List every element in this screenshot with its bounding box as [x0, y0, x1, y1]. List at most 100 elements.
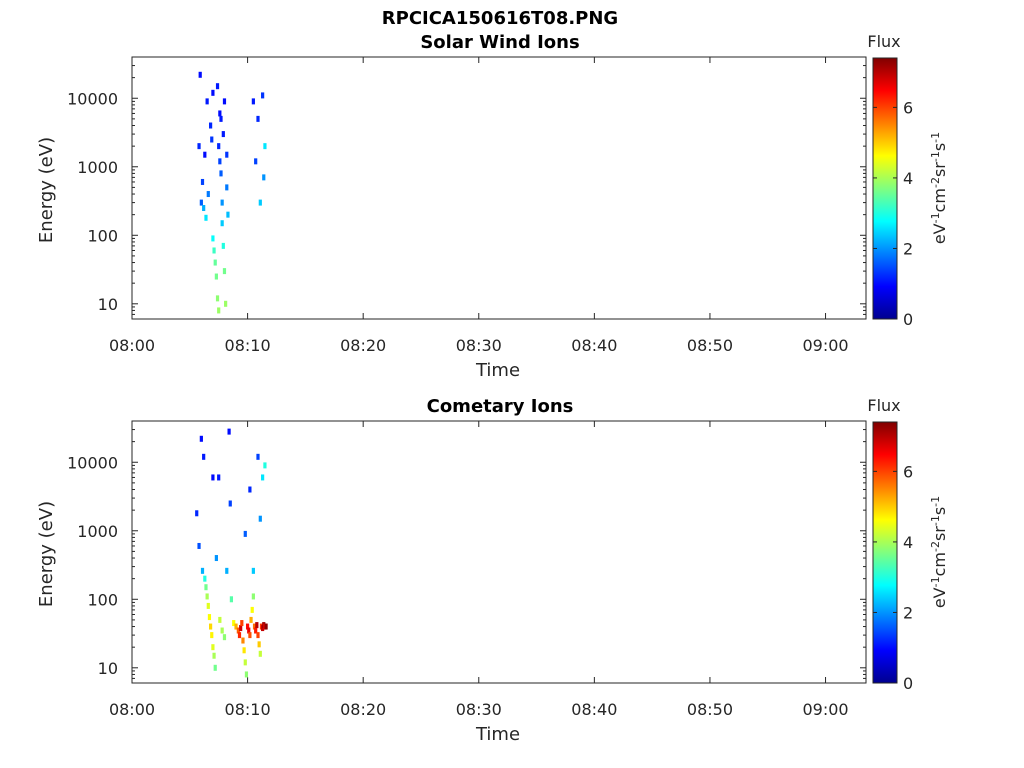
colorbar-tick-label: 4	[903, 533, 913, 552]
flux-pixel	[224, 300, 228, 307]
axis-ticks: 08:00 08:10 08:20 08:30 08:40 08:50 09:00 10 100…	[67, 420, 866, 719]
flux-pixel	[213, 664, 217, 671]
colorbar-tick-label: 4	[903, 169, 913, 188]
flux-pixel	[211, 235, 215, 242]
colorbar	[872, 57, 898, 320]
flux-pixel	[211, 644, 215, 651]
flux-pixel	[212, 652, 216, 659]
x-tick-label: 08:30	[456, 700, 502, 719]
flux-pixel	[197, 143, 201, 150]
flux-pixel	[220, 199, 224, 206]
flux-pixel	[257, 641, 261, 648]
colorbar-tick-label: 0	[903, 674, 913, 693]
colorbar-title: Flux	[867, 396, 900, 415]
flux-pixel	[207, 614, 212, 621]
flux-pixel	[217, 474, 221, 481]
panel-cometary-ions: Cometary Ions 08:00 08:10 08:20 08:30 08:40 0…	[36, 396, 949, 745]
axis-ticks: 08:00 08:10 08:20 08:30 08:40 08:50 09:00 10 100…	[67, 56, 866, 355]
flux-pixel	[204, 584, 208, 591]
flux-pixel	[229, 596, 234, 603]
flux-pixel	[261, 92, 265, 99]
flux-pixel	[214, 555, 218, 562]
x-tick-label: 08:50	[687, 336, 733, 355]
flux-pixel	[199, 199, 203, 206]
flux-pixel	[218, 110, 222, 117]
y-tick-label: 100	[87, 226, 118, 245]
y-tick-label: 100	[87, 590, 118, 609]
flux-pixel	[261, 474, 265, 481]
flux-pixel	[234, 623, 238, 630]
flux-pixel	[202, 453, 206, 460]
flux-pixel	[252, 623, 257, 630]
flux-pixel	[217, 307, 221, 314]
flux-pixel	[215, 295, 220, 302]
flux-pixel	[255, 622, 259, 629]
flux-pixel	[217, 143, 221, 150]
flux-pixel	[205, 98, 209, 105]
flux-pixel	[195, 510, 199, 517]
flux-pixel	[203, 575, 207, 582]
flux-pixel	[243, 659, 247, 666]
flux-pixel	[236, 627, 240, 634]
flux-pixel	[206, 191, 210, 198]
y-tick-label: 10	[98, 659, 118, 678]
flux-pixel	[251, 98, 255, 105]
flux-pixel	[240, 620, 244, 627]
flux-pixel	[197, 542, 201, 549]
flux-pixel	[200, 178, 205, 185]
flux-pixel	[222, 98, 227, 105]
flux-pixel	[200, 567, 205, 574]
flux-pixel	[204, 214, 208, 221]
colorbar-tick-label: 6	[903, 98, 913, 117]
flux-pixel	[215, 83, 220, 90]
y-axis-label: Energy (eV)	[36, 137, 57, 243]
flux-pixel	[250, 606, 254, 613]
flux-pixel	[251, 567, 255, 574]
x-tick-label: 08:00	[109, 336, 155, 355]
flux-pixel	[211, 474, 215, 481]
plot-area	[131, 420, 867, 684]
flux-pixel	[256, 632, 260, 639]
flux-pixel	[212, 247, 216, 254]
flux-pixel	[199, 435, 203, 442]
x-tick-label: 08:50	[687, 700, 733, 719]
y-axis-label: Energy (eV)	[36, 501, 57, 607]
colorbar-unit-label: eV-1cm-2sr-1s-1	[929, 132, 949, 244]
flux-pixel	[225, 151, 229, 158]
flux-pixel	[211, 89, 215, 96]
flux-pixel	[264, 623, 268, 630]
colorbar-ticks: 0 2 4 6	[873, 98, 913, 329]
colorbar-tick-label: 0	[903, 310, 913, 329]
x-tick-label: 08:20	[340, 336, 386, 355]
x-axis-label: Time	[475, 360, 520, 381]
colorbar-tick-label: 2	[903, 603, 913, 622]
flux-pixel	[263, 462, 267, 469]
flux-pixel	[225, 184, 229, 191]
flux-pixel	[258, 515, 262, 522]
flux-pixel	[222, 268, 227, 275]
flux-pixel	[242, 647, 246, 654]
flux-pixel	[228, 500, 232, 507]
x-tick-label: 08:40	[571, 336, 617, 355]
colorbar	[872, 421, 898, 684]
heatmap-pixels	[195, 428, 268, 678]
x-axis-label: Time	[475, 724, 520, 745]
flux-pixel	[227, 428, 231, 435]
flux-pixel	[241, 637, 245, 644]
flux-pixel	[218, 616, 222, 623]
flux-pixel	[214, 273, 218, 280]
flux-pixel	[221, 242, 225, 249]
flux-pixel	[243, 530, 247, 537]
figure-title: RPCICA150616T08.PNG	[382, 8, 618, 29]
flux-pixel	[209, 623, 213, 630]
panel-title: Solar Wind Ions	[420, 32, 579, 53]
x-tick-label: 08:20	[340, 700, 386, 719]
panel-solar-wind-ions: Solar Wind Ions 08:00 08:10 08:20 08:30 08:4…	[36, 32, 949, 381]
flux-pixel	[213, 259, 217, 266]
flux-pixel	[222, 634, 227, 641]
panel-title: Cometary Ions	[427, 396, 574, 417]
flux-pixel	[225, 567, 229, 574]
flux-pixel	[248, 486, 252, 493]
heatmap-pixels	[197, 71, 267, 314]
flux-pixel	[237, 632, 242, 639]
